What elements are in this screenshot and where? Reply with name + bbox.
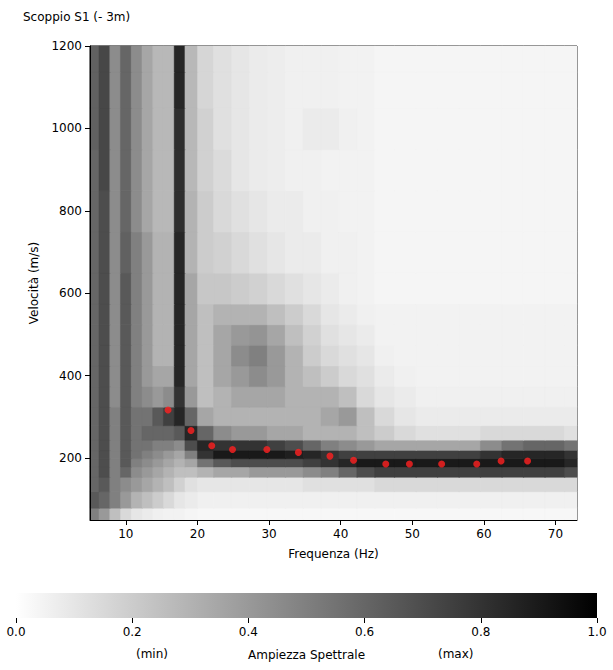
- svg-text:0.0: 0.0: [6, 625, 25, 639]
- svg-text:200: 200: [59, 451, 82, 465]
- svg-text:Scoppio S1 (- 3m): Scoppio S1 (- 3m): [23, 10, 130, 24]
- svg-text:(max): (max): [438, 647, 474, 661]
- svg-text:1.0: 1.0: [587, 625, 606, 639]
- svg-text:30: 30: [261, 527, 276, 541]
- svg-text:0.6: 0.6: [355, 625, 374, 639]
- svg-text:60: 60: [476, 527, 491, 541]
- svg-text:600: 600: [59, 286, 82, 300]
- svg-text:1200: 1200: [51, 39, 82, 53]
- svg-text:70: 70: [548, 527, 563, 541]
- svg-text:Ampiezza Spettrale: Ampiezza Spettrale: [248, 648, 365, 662]
- svg-text:40: 40: [333, 527, 348, 541]
- svg-text:0.8: 0.8: [471, 625, 490, 639]
- svg-text:(min): (min): [136, 647, 168, 661]
- svg-text:0.4: 0.4: [239, 625, 258, 639]
- svg-text:1000: 1000: [51, 121, 82, 135]
- svg-text:Velocità (m/s): Velocità (m/s): [27, 242, 41, 325]
- svg-text:10: 10: [118, 527, 133, 541]
- svg-text:800: 800: [59, 204, 82, 218]
- svg-text:Frequenza (Hz): Frequenza (Hz): [288, 547, 378, 561]
- svg-text:50: 50: [405, 527, 420, 541]
- svg-text:0.2: 0.2: [123, 625, 142, 639]
- svg-text:400: 400: [59, 369, 82, 383]
- svg-text:20: 20: [190, 527, 205, 541]
